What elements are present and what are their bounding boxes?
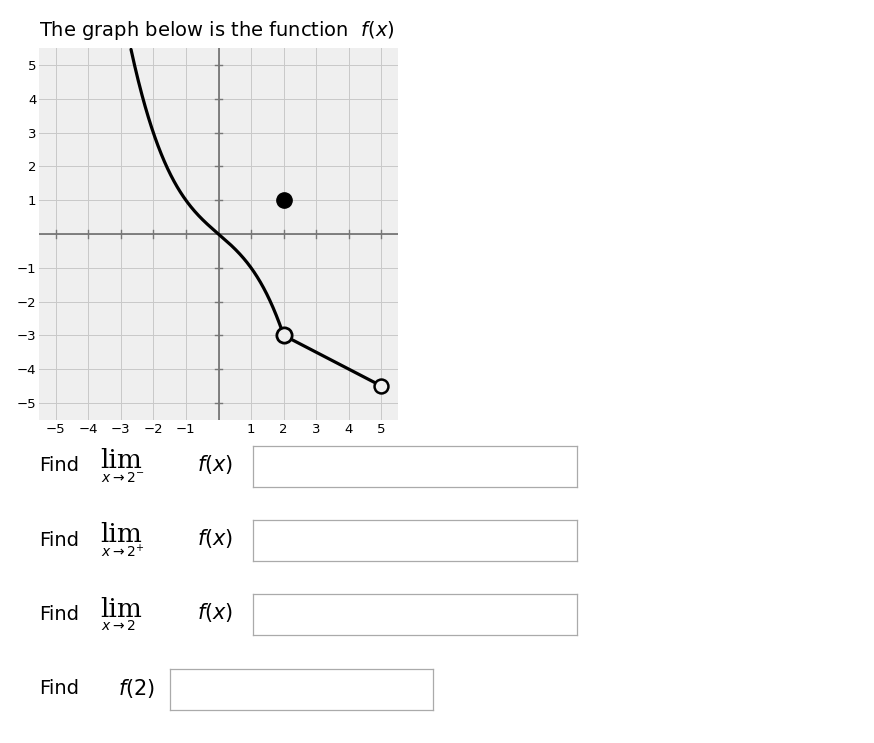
Text: Find: Find (39, 531, 80, 550)
Text: $f(x)$: $f(x)$ (197, 453, 232, 476)
Text: Find: Find (39, 679, 80, 698)
Text: lim: lim (101, 448, 142, 473)
Text: Find: Find (39, 605, 80, 624)
Text: $f(2)$: $f(2)$ (118, 678, 155, 700)
Text: $f(x)$: $f(x)$ (197, 528, 232, 550)
Text: lim: lim (101, 597, 142, 622)
Text: The graph below is the function  $f(x)$: The graph below is the function $f(x)$ (39, 19, 395, 42)
Text: $x \rightarrow 2^{+}$: $x \rightarrow 2^{+}$ (101, 543, 144, 561)
Text: $f(x)$: $f(x)$ (197, 602, 232, 624)
Text: $x \rightarrow 2^{-}$: $x \rightarrow 2^{-}$ (101, 471, 144, 484)
Text: Find: Find (39, 456, 80, 476)
Text: lim: lim (101, 522, 142, 548)
Text: $x \rightarrow 2$: $x \rightarrow 2$ (101, 620, 135, 633)
